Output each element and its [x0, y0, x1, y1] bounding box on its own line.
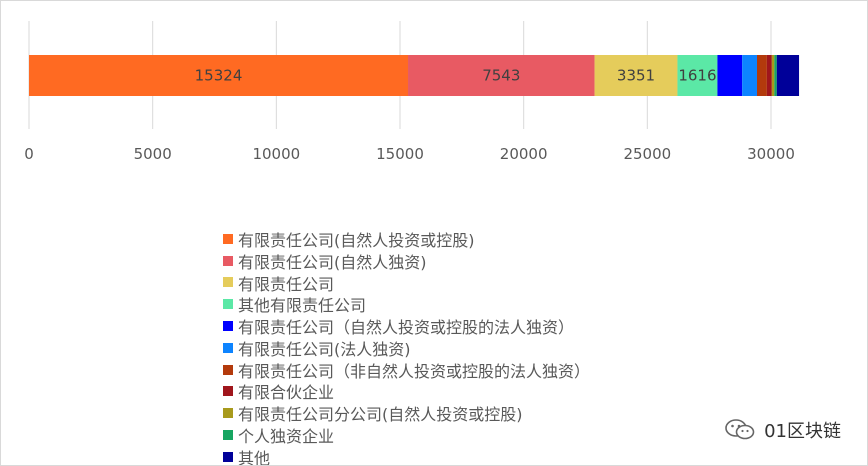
legend-item: 有限责任公司（自然人投资或控股的法人独资）	[223, 315, 590, 337]
legend-swatch	[223, 430, 233, 441]
legend-item: 有限责任公司分公司(自然人投资或控股)	[223, 402, 590, 424]
legend-label: 有限责任公司(自然人投资或控股)	[238, 230, 475, 250]
data-label: 1616	[678, 67, 716, 85]
legend-swatch	[223, 299, 233, 310]
legend-item: 有限责任公司	[223, 272, 590, 294]
legend-swatch	[223, 277, 233, 288]
legend-label: 个人独资企业	[238, 427, 335, 447]
bar-segment	[771, 55, 775, 96]
x-tick-label: 30000	[747, 145, 795, 163]
x-tick-label: 5000	[134, 145, 172, 163]
legend-item: 个人独资企业	[223, 424, 590, 446]
legend-label: 有限责任公司（非自然人投资或控股的法人独资）	[238, 361, 591, 381]
chart-plot: 15324 7543 3351 1616 0 5000 10000 15000 20000 25…	[24, 21, 800, 163]
legend-swatch	[223, 451, 233, 462]
legend-swatch	[223, 255, 233, 266]
bar-segment	[594, 55, 678, 96]
bar-segment	[408, 55, 595, 96]
x-tick-label: 0	[24, 145, 34, 163]
legend-label: 有限责任公司（自然人投资或控股的法人独资）	[238, 318, 575, 338]
x-tick-label: 20000	[500, 145, 548, 163]
legend-label: 有限责任公司(自然人独资)	[238, 252, 427, 272]
wechat-icon	[725, 419, 755, 440]
legend-item: 有限责任公司(自然人投资或控股)	[223, 228, 590, 250]
bar-segment	[757, 55, 767, 96]
bar-segment	[774, 55, 777, 96]
legend-label: 有限合伙企业	[238, 383, 335, 403]
legend-swatch	[223, 233, 233, 244]
legend-swatch	[223, 342, 233, 353]
legend-item: 有限责任公司(法人独资)	[223, 337, 590, 359]
bar-segment	[677, 55, 718, 96]
legend-swatch	[223, 408, 233, 419]
legend-item: 有限责任公司（非自然人投资或控股的法人独资）	[223, 359, 590, 381]
legend-label: 有限责任公司(法人独资)	[238, 339, 411, 359]
legend-label: 其他有限责任公司	[238, 296, 367, 316]
legend-swatch	[223, 321, 233, 332]
legend-label: 有限责任公司	[238, 274, 335, 294]
data-label: 7543	[482, 67, 520, 85]
chart-legend: 有限责任公司(自然人投资或控股) 有限责任公司(自然人独资) 有限责任公司 其他有限责…	[223, 228, 590, 466]
legend-item: 其他有限责任公司	[223, 293, 590, 315]
bar-segment	[742, 55, 758, 96]
data-label: 15324	[195, 67, 243, 85]
watermark: 01区块链	[724, 417, 841, 443]
data-label: 3351	[617, 67, 655, 85]
bar-segment	[717, 55, 743, 96]
x-tick-label: 15000	[376, 145, 424, 163]
legend-item: 其他	[223, 446, 590, 466]
legend-swatch	[223, 386, 233, 397]
legend-label: 有限责任公司分公司(自然人投资或控股)	[238, 405, 523, 425]
bar-segment	[29, 55, 409, 96]
x-tick-label: 10000	[252, 145, 300, 163]
watermark-text: 01区块链	[764, 421, 841, 442]
bar-segment	[776, 55, 800, 96]
legend-item: 有限责任公司(自然人独资)	[223, 250, 590, 272]
x-tick-label: 25000	[623, 145, 671, 163]
bar-segment	[766, 55, 772, 96]
legend-item: 有限合伙企业	[223, 381, 590, 403]
legend-label: 其他	[238, 448, 271, 466]
legend-swatch	[223, 364, 233, 375]
